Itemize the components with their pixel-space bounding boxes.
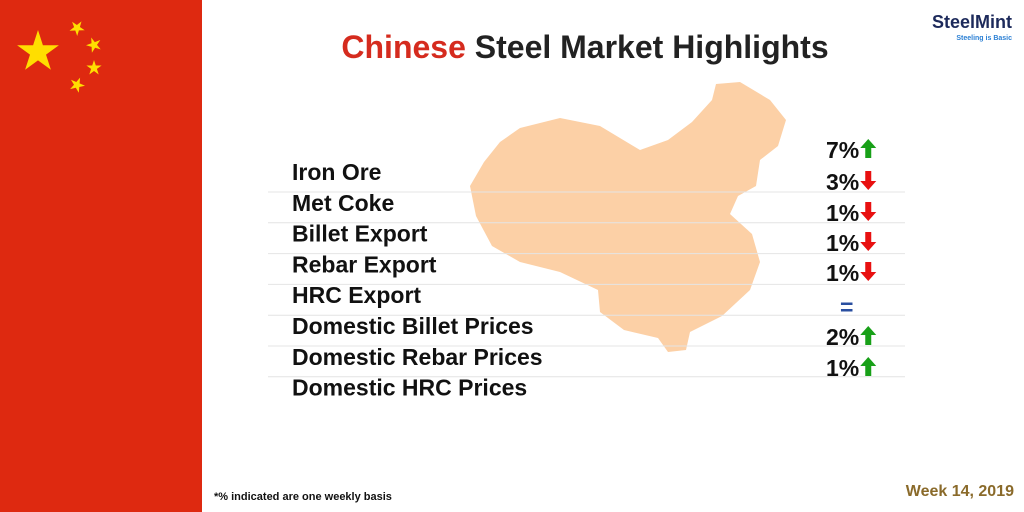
trend-arrow [860,326,877,345]
item-change: 1% [826,200,859,226]
flag-stars [17,21,102,93]
item-change: 3% [826,169,859,195]
star [17,30,59,70]
item-change: 1% [826,230,859,256]
item-label: Billet Export [292,221,428,247]
map [470,82,786,352]
item-change: 2% [826,324,859,350]
trend-arrow [860,232,877,251]
rows: Iron Ore 7% Met Coke 3% Billet Export 1% Rebar… [268,137,905,401]
trend-arrow [860,139,877,158]
item-label: Domestic Rebar Prices [292,344,543,370]
tagline: Steeling is Basic [956,35,1012,42]
star [86,60,102,75]
item-change: 7% [826,137,859,163]
star [70,77,85,93]
item-label: Met Coke [292,190,394,216]
flag [0,0,202,512]
week: Week 14, 2019 [906,483,1014,500]
item-change: = [840,294,853,320]
star [69,21,85,36]
item-label: Rebar Export [292,251,437,277]
item-label: Domestic HRC Prices [292,375,527,401]
trend-arrow [860,202,877,221]
footnote: *% indicated are one weekly basis [214,491,392,503]
item-label: Iron Ore [292,159,381,185]
trend-arrow [860,171,877,190]
trend-arrow [860,357,877,376]
item-change: 1% [826,355,859,381]
item-change: 1% [826,260,859,286]
star [86,37,101,53]
logo: SteelMint [932,12,1012,32]
trend-arrow [860,262,877,281]
title: Chinese Steel Market Highlights [341,29,828,65]
item-label: Domestic Billet Prices [292,313,534,339]
item-label: HRC Export [292,282,421,308]
